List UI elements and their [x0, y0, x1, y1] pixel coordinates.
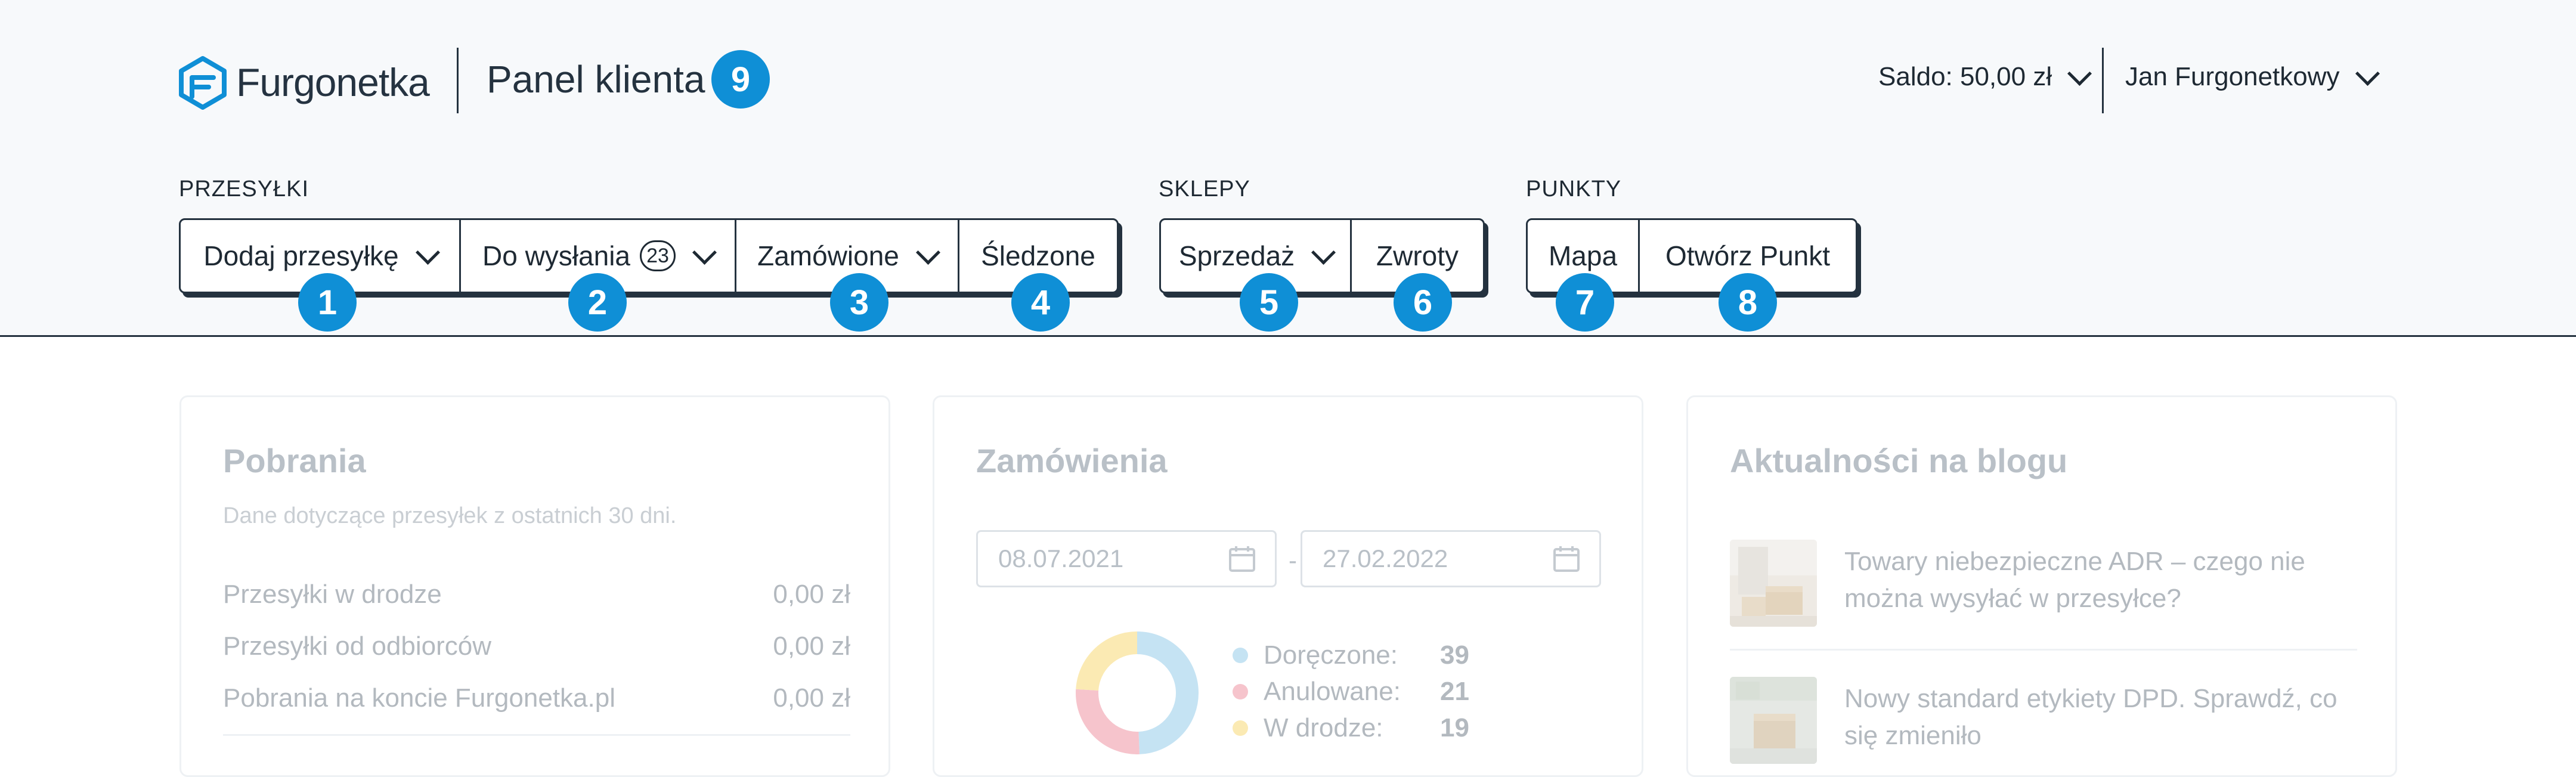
shops-group-label: SKLEPY: [1159, 177, 1250, 202]
orders-card: Zamówienia 08.07.2021 - 27.02.2022 Doręc…: [933, 395, 1643, 777]
header-divider: [457, 48, 459, 113]
legend-dot: [1233, 648, 1248, 663]
user-name: Jan Furgonetkowy: [2125, 62, 2340, 91]
sales-label: Sprzedaż: [1178, 240, 1295, 271]
date-to-input[interactable]: 27.02.2022: [1301, 530, 1601, 587]
tour-badge-4: 4: [1011, 273, 1070, 332]
to-send-label: Do wysłania: [482, 240, 630, 271]
tour-badge-2: 2: [568, 273, 627, 332]
cod-card-title: Pobrania: [223, 442, 366, 479]
chevron-down-icon: [1311, 240, 1336, 265]
orders-card-title: Zamówienia: [976, 442, 1168, 479]
orders-legend-row: W drodze: 19: [1233, 713, 1469, 743]
user-menu-dropdown[interactable]: Jan Furgonetkowy: [2125, 61, 2380, 92]
add-shipment-button[interactable]: Dodaj przesyłkę: [181, 220, 461, 292]
tour-badge-8: 8: [1719, 273, 1777, 332]
blog-card-title: Aktualności na blogu: [1730, 442, 2068, 479]
date-from-input[interactable]: 08.07.2021: [976, 530, 1277, 587]
sales-button[interactable]: Sprzedaż: [1161, 220, 1352, 292]
to-send-count-badge: 23: [640, 240, 676, 271]
calendar-icon[interactable]: [1553, 545, 1580, 572]
date-from-value: 08.07.2021: [998, 544, 1124, 572]
blog-post-title[interactable]: Nowy standard etykiety DPD. Sprawdź, co …: [1844, 684, 2337, 750]
chevron-down-icon: [2355, 61, 2380, 86]
tour-badge-6: 6: [1394, 273, 1452, 332]
blog-divider: [1730, 649, 2357, 651]
tour-badge-3: 3: [830, 273, 888, 332]
legend-dot: [1233, 720, 1248, 736]
tracked-label: Śledzone: [981, 240, 1095, 271]
furgonetka-logo-icon: [179, 56, 227, 110]
orders-donut-chart: [1076, 631, 1199, 754]
date-range-separator: -: [1289, 546, 1297, 574]
page-title: Panel klienta: [487, 58, 705, 101]
tour-badge-5: 5: [1240, 273, 1298, 332]
donut-segment: [1076, 631, 1199, 754]
returns-label: Zwroty: [1376, 240, 1459, 271]
open-point-label: Otwórz Punkt: [1665, 240, 1831, 271]
chevron-down-icon: [415, 240, 440, 265]
cod-divider: [223, 734, 850, 736]
add-shipment-label: Dodaj przesyłkę: [203, 240, 399, 271]
tracked-button[interactable]: Śledzone: [959, 220, 1117, 292]
legend-dot: [1233, 684, 1248, 699]
date-to-value: 27.02.2022: [1323, 544, 1448, 572]
header: Furgonetka Panel klienta 9 Saldo: 50,00 …: [0, 0, 2576, 337]
orders-legend-row: Anulowane: 21: [1233, 677, 1469, 707]
cod-row-label: Pobrania na koncie Furgonetka.pl: [223, 683, 615, 713]
cod-row-value: 0,00 zł: [773, 631, 850, 661]
parcel-photo-image: [1730, 677, 1817, 764]
cod-row: Pobrania na koncie Furgonetka.pl 0,00 zł: [223, 683, 850, 713]
boxes-photo-image: [1730, 540, 1817, 627]
blog-post-title[interactable]: Towary niebezpieczne ADR – czego nie moż…: [1844, 547, 2305, 613]
legend-value: 21: [1440, 677, 1469, 706]
user-divider: [2102, 48, 2104, 113]
balance-dropdown[interactable]: Saldo: 50,00 zł: [1878, 61, 2092, 92]
cod-card-subtitle: Dane dotyczące przesyłek z ostatnich 30 …: [223, 503, 677, 528]
ordered-button[interactable]: Zamówione: [736, 220, 959, 292]
legend-label: W drodze:: [1264, 713, 1383, 742]
returns-button[interactable]: Zwroty: [1352, 220, 1483, 292]
cod-card: Pobrania Dane dotyczące przesyłek z osta…: [179, 395, 890, 777]
cod-row: Przesyłki w drodze 0,00 zł: [223, 580, 850, 609]
chevron-down-icon: [915, 240, 940, 265]
ordered-label: Zamówione: [757, 240, 899, 271]
map-button[interactable]: Mapa: [1528, 220, 1640, 292]
blog-post-thumbnail[interactable]: [1730, 540, 1817, 627]
donut-segment: [1076, 631, 1199, 754]
map-label: Mapa: [1548, 240, 1618, 271]
open-point-button[interactable]: Otwórz Punkt: [1640, 220, 1856, 292]
blog-post-thumbnail[interactable]: [1730, 677, 1817, 764]
tour-badge-9: 9: [711, 50, 770, 109]
balance-label: Saldo: 50,00 zł: [1878, 62, 2052, 91]
shipments-group-label: PRZESYŁKI: [179, 177, 309, 202]
furgonetka-logo[interactable]: Furgonetka: [178, 55, 430, 110]
calendar-icon[interactable]: [1228, 545, 1256, 572]
orders-legend-row: Doręczone: 39: [1233, 640, 1469, 670]
cod-row-value: 0,00 zł: [773, 580, 850, 609]
cod-row-label: Przesyłki w drodze: [223, 580, 442, 609]
tour-badge-7: 7: [1556, 273, 1614, 332]
cod-row-value: 0,00 zł: [773, 683, 850, 713]
tour-badge-1: 1: [298, 273, 357, 332]
logo-text: Furgonetka: [236, 60, 430, 104]
legend-label: Anulowane:: [1264, 677, 1401, 706]
blog-card: Aktualności na blogu Towary niebezpieczn…: [1686, 395, 2397, 777]
chevron-down-icon: [692, 240, 717, 265]
cod-row-label: Przesyłki od odbiorców: [223, 631, 491, 661]
to-send-button[interactable]: Do wysłania 23: [461, 220, 736, 292]
legend-label: Doręczone:: [1264, 640, 1398, 670]
legend-value: 19: [1440, 713, 1469, 742]
chevron-down-icon: [2067, 61, 2092, 86]
legend-value: 39: [1440, 640, 1469, 670]
cod-row: Przesyłki od odbiorców 0,00 zł: [223, 631, 850, 661]
points-group-label: PUNKTY: [1526, 177, 1622, 202]
